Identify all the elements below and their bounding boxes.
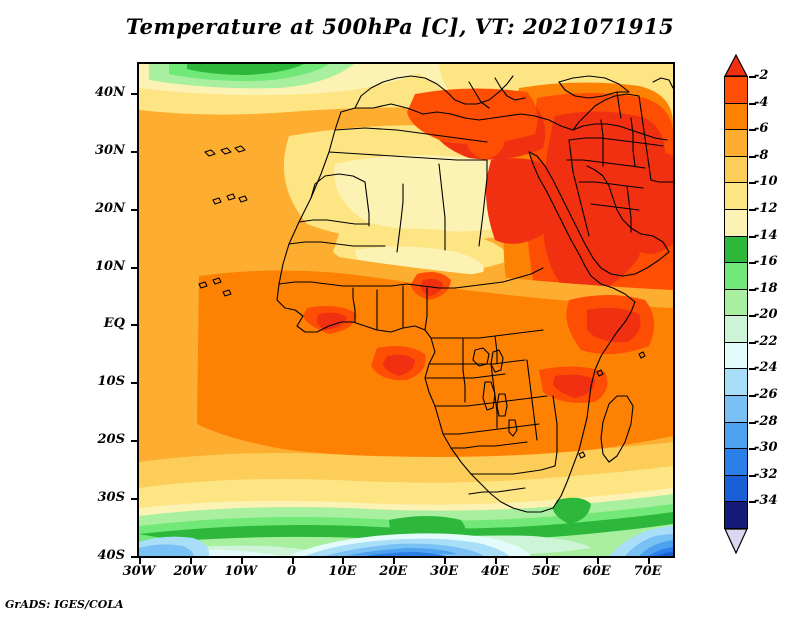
y-axis-label-20n: 20N <box>95 200 125 216</box>
y-axis-tick <box>131 498 137 501</box>
colorbar-tick <box>749 395 756 398</box>
colorbar-label--6: -6 <box>754 121 769 137</box>
colorbar-label--10: -10 <box>754 174 778 190</box>
x-axis-tick <box>139 558 141 564</box>
x-axis-tick <box>495 558 497 564</box>
colorbar-label--22: -22 <box>754 333 778 349</box>
temperature-field <box>139 64 673 556</box>
colorbar-label--28: -28 <box>754 413 778 429</box>
x-axis-tick <box>545 558 548 564</box>
colorbar-label--4: -4 <box>754 94 769 110</box>
colorbar-tick <box>749 448 756 451</box>
x-axis-tick <box>240 558 243 564</box>
x-axis-label-50e: 50E <box>531 564 560 579</box>
colorbar-segment--22 <box>724 341 748 370</box>
y-axis-tick <box>131 556 137 558</box>
x-axis-label-30w: 30W <box>122 564 156 579</box>
colorbar-label--20: -20 <box>754 307 778 323</box>
colorbar-label--8: -8 <box>754 147 769 163</box>
colorbar-tick <box>749 235 756 238</box>
colorbar-under-arrow <box>724 528 748 555</box>
x-axis-tick <box>596 558 599 564</box>
y-axis-tick <box>131 324 137 327</box>
y-axis-label-30s: 30S <box>97 490 125 506</box>
colorbar-tick <box>749 76 756 78</box>
colorbar-label--32: -32 <box>754 466 778 482</box>
colorbar-label--12: -12 <box>754 200 778 216</box>
colorbar-tick <box>749 182 756 185</box>
colorbar-label--30: -30 <box>754 440 778 456</box>
colorbar-tick <box>749 155 756 158</box>
x-axis-label-60e: 60E <box>582 564 611 579</box>
colorbar-tick <box>749 315 756 318</box>
y-axis-label-40s: 40S <box>97 548 125 563</box>
colorbar-label--2: -2 <box>754 68 769 83</box>
x-axis-label-70e: 70E <box>633 564 662 579</box>
colorbar-tick <box>749 129 756 132</box>
colorbar-segment--6 <box>724 129 748 157</box>
colorbar-label--14: -14 <box>754 227 778 243</box>
grads-credit: GrADS: IGES/COLA <box>5 598 124 611</box>
y-axis-label-30n: 30N <box>95 142 125 158</box>
colorbar-tick <box>749 341 756 344</box>
colorbar-segment--28 <box>724 421 748 450</box>
colorbar-segment--32 <box>724 474 748 503</box>
colorbar-tick <box>749 262 756 265</box>
colorbar-segment--10 <box>724 182 748 210</box>
colorbar-tick <box>749 421 756 424</box>
colorbar-tick <box>749 208 756 211</box>
colorbar-over-arrow <box>724 53 748 77</box>
x-axis-tick <box>647 558 650 564</box>
colorbar-segment--2 <box>724 76 748 104</box>
colorbar-tick <box>749 102 756 105</box>
x-axis-label-20e: 20E <box>379 564 408 579</box>
y-axis-label-20s: 20S <box>97 432 125 448</box>
y-axis-tick <box>131 208 137 211</box>
colorbar-segment--8 <box>724 155 748 184</box>
colorbar-segment--12 <box>724 208 748 237</box>
map-plot-area <box>137 62 675 558</box>
y-axis-tick <box>131 150 137 153</box>
colorbar-tick <box>749 474 756 477</box>
colorbar-segment--26 <box>724 395 748 423</box>
colorbar-label--16: -16 <box>754 254 778 270</box>
x-axis-tick <box>444 558 447 564</box>
colorbar-segment--24 <box>724 368 748 397</box>
colorbar-segment--14 <box>724 235 748 264</box>
y-axis-label-eq: EQ <box>103 316 125 332</box>
colorbar-label--34: -34 <box>754 493 778 509</box>
y-axis-label-10n: 10N <box>95 258 125 274</box>
x-axis-label-40e: 40E <box>481 564 509 579</box>
y-axis-tick <box>131 382 137 385</box>
colorbar: -2 -4 -6 -8 -10 -12 -14 -16 -18 -20 -22 -24 -26 -28 -3… <box>724 53 778 555</box>
colorbar-tick <box>749 501 756 504</box>
colorbar-tick <box>749 288 756 291</box>
colorbar-label--24: -24 <box>754 360 778 376</box>
y-axis-tick <box>131 440 137 443</box>
colorbar-label--18: -18 <box>754 280 778 296</box>
colorbar-segment--4 <box>724 102 748 131</box>
x-axis-label-10e: 10E <box>328 564 357 579</box>
x-axis-label-10w: 10W <box>224 564 258 579</box>
colorbar-segment--20 <box>724 315 748 343</box>
x-axis-label-20w: 20W <box>173 564 207 579</box>
colorbar-tick <box>749 368 756 371</box>
colorbar-segment--18 <box>724 288 748 317</box>
x-axis-tick <box>189 558 192 564</box>
y-axis-label-40n: 40N <box>95 84 125 100</box>
y-axis-tick <box>131 92 137 95</box>
colorbar-segment--34 <box>724 501 748 529</box>
colorbar-label--26: -26 <box>754 387 778 403</box>
colorbar-segment--16 <box>724 262 748 290</box>
colorbar-segment--30 <box>724 448 748 476</box>
x-axis-tick <box>342 558 345 564</box>
x-axis-tick <box>393 558 396 564</box>
y-axis-label-10s: 10S <box>97 374 125 390</box>
chart-title: Temperature at 500hPa [C], VT: 202107191… <box>125 14 675 39</box>
y-axis-tick <box>131 266 137 269</box>
x-axis-label-30e: 30E <box>430 564 459 579</box>
x-axis-label-0: 0 <box>287 564 297 579</box>
x-axis-tick <box>291 558 294 564</box>
